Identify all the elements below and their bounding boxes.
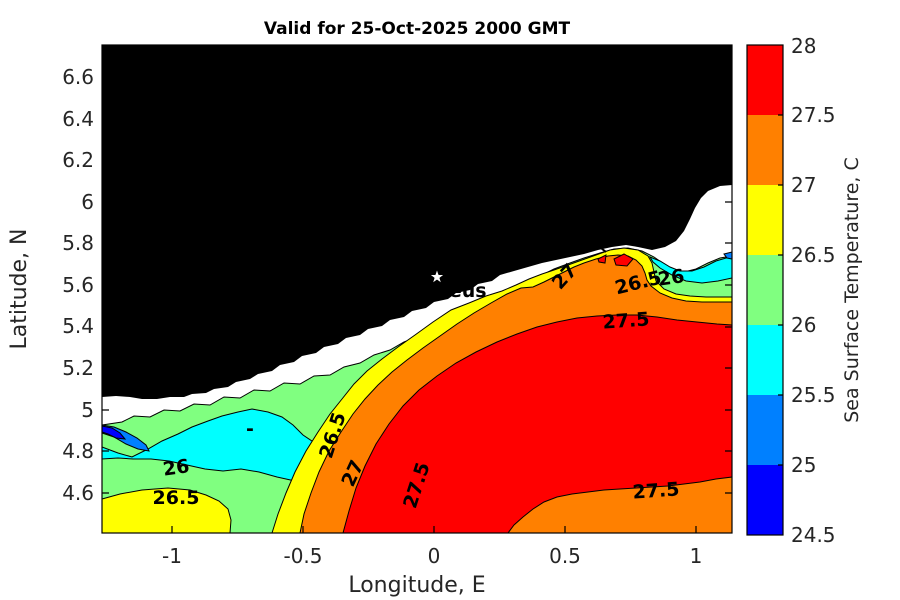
colorbar-tick-label: 26 xyxy=(791,313,816,337)
contour-band-24p5-west xyxy=(101,425,127,440)
y-tick-label: 5.8 xyxy=(62,231,94,255)
contour-minor-mark: - xyxy=(246,418,254,440)
colorbar-tick-label: 25 xyxy=(791,453,816,477)
y-tick-label: 6.2 xyxy=(62,148,94,172)
coastline-inlet-mark xyxy=(598,224,609,253)
coastal-warm-spot-red-sliver xyxy=(597,254,607,264)
contour-band-27p5-pool xyxy=(342,314,733,534)
x-tick-label: -0.5 xyxy=(283,544,322,568)
y-axis-label: Latitude, N xyxy=(7,229,32,350)
x-tick-label: 0 xyxy=(428,544,441,568)
y-tick-label: 4.6 xyxy=(62,481,94,505)
colorbar-band-darkblue xyxy=(747,465,783,535)
colorbar-band-green xyxy=(747,255,783,325)
colorbar-tick-label: 24.5 xyxy=(791,523,836,547)
x-tick-labels: -1 -0.5 0 0.5 1 xyxy=(162,544,702,568)
colorbar: 28 27.5 27 26.5 26 25.5 25 24.5 Sea Surf… xyxy=(746,34,863,547)
axis-ticks xyxy=(102,45,732,533)
land-mass xyxy=(102,45,732,399)
y-tick-label: 5.2 xyxy=(62,356,94,380)
contour-label: 27.5 xyxy=(602,308,650,333)
x-tick-label: -1 xyxy=(162,544,182,568)
colorbar-tick-label: 25.5 xyxy=(791,383,836,407)
colorbar-band-red xyxy=(747,45,783,115)
colorbar-tick-label: 27 xyxy=(791,173,816,197)
y-tick-label: 5.4 xyxy=(62,314,94,338)
colorbar-tick-label: 27.5 xyxy=(791,103,836,127)
colorbar-tick-label: 26.5 xyxy=(791,243,836,267)
coastal-warm-spot-red xyxy=(613,253,634,267)
y-tick-label: 5.6 xyxy=(62,273,94,297)
x-axis-label: Longitude, E xyxy=(348,573,485,598)
contour-label: 26 xyxy=(657,265,686,290)
colorbar-band-yellow xyxy=(747,185,783,255)
station-label: Proteus xyxy=(403,280,486,302)
station-marker-star xyxy=(427,267,447,286)
y-tick-label: 4.8 xyxy=(62,439,94,463)
colorbar-title: Sea Surface Temperature, C xyxy=(841,157,863,423)
y-tick-labels: 6.6 6.4 6.2 6 5.8 5.6 5.4 5.2 5 4.8 4.6 xyxy=(62,65,94,505)
colorbar-band-orange xyxy=(747,115,783,185)
plot-title: Valid for 25-Oct-2025 2000 GMT xyxy=(264,19,571,39)
colorbar-ticks xyxy=(778,114,783,466)
y-tick-label: 6.4 xyxy=(62,107,94,131)
contour-label: 26 xyxy=(162,455,191,480)
x-tick-label: 0.5 xyxy=(549,544,581,568)
contour-label: 27.5 xyxy=(632,478,680,503)
colorbar-frame xyxy=(746,44,784,536)
colorbar-band-blue xyxy=(747,395,783,465)
contour-label: 26.5 xyxy=(153,487,200,509)
x-tick-label: 1 xyxy=(690,544,703,568)
colorbar-tick-label: 28 xyxy=(791,34,816,58)
axes-box xyxy=(101,44,733,534)
y-tick-label: 5 xyxy=(81,398,94,422)
colorbar-band-cyan xyxy=(747,325,783,395)
y-tick-label: 6.6 xyxy=(62,65,94,89)
plot-area: - 26 26.5 26.5 27 27.5 27 26.5 26 27.5 2… xyxy=(101,44,733,534)
y-tick-label: 6 xyxy=(81,190,94,214)
